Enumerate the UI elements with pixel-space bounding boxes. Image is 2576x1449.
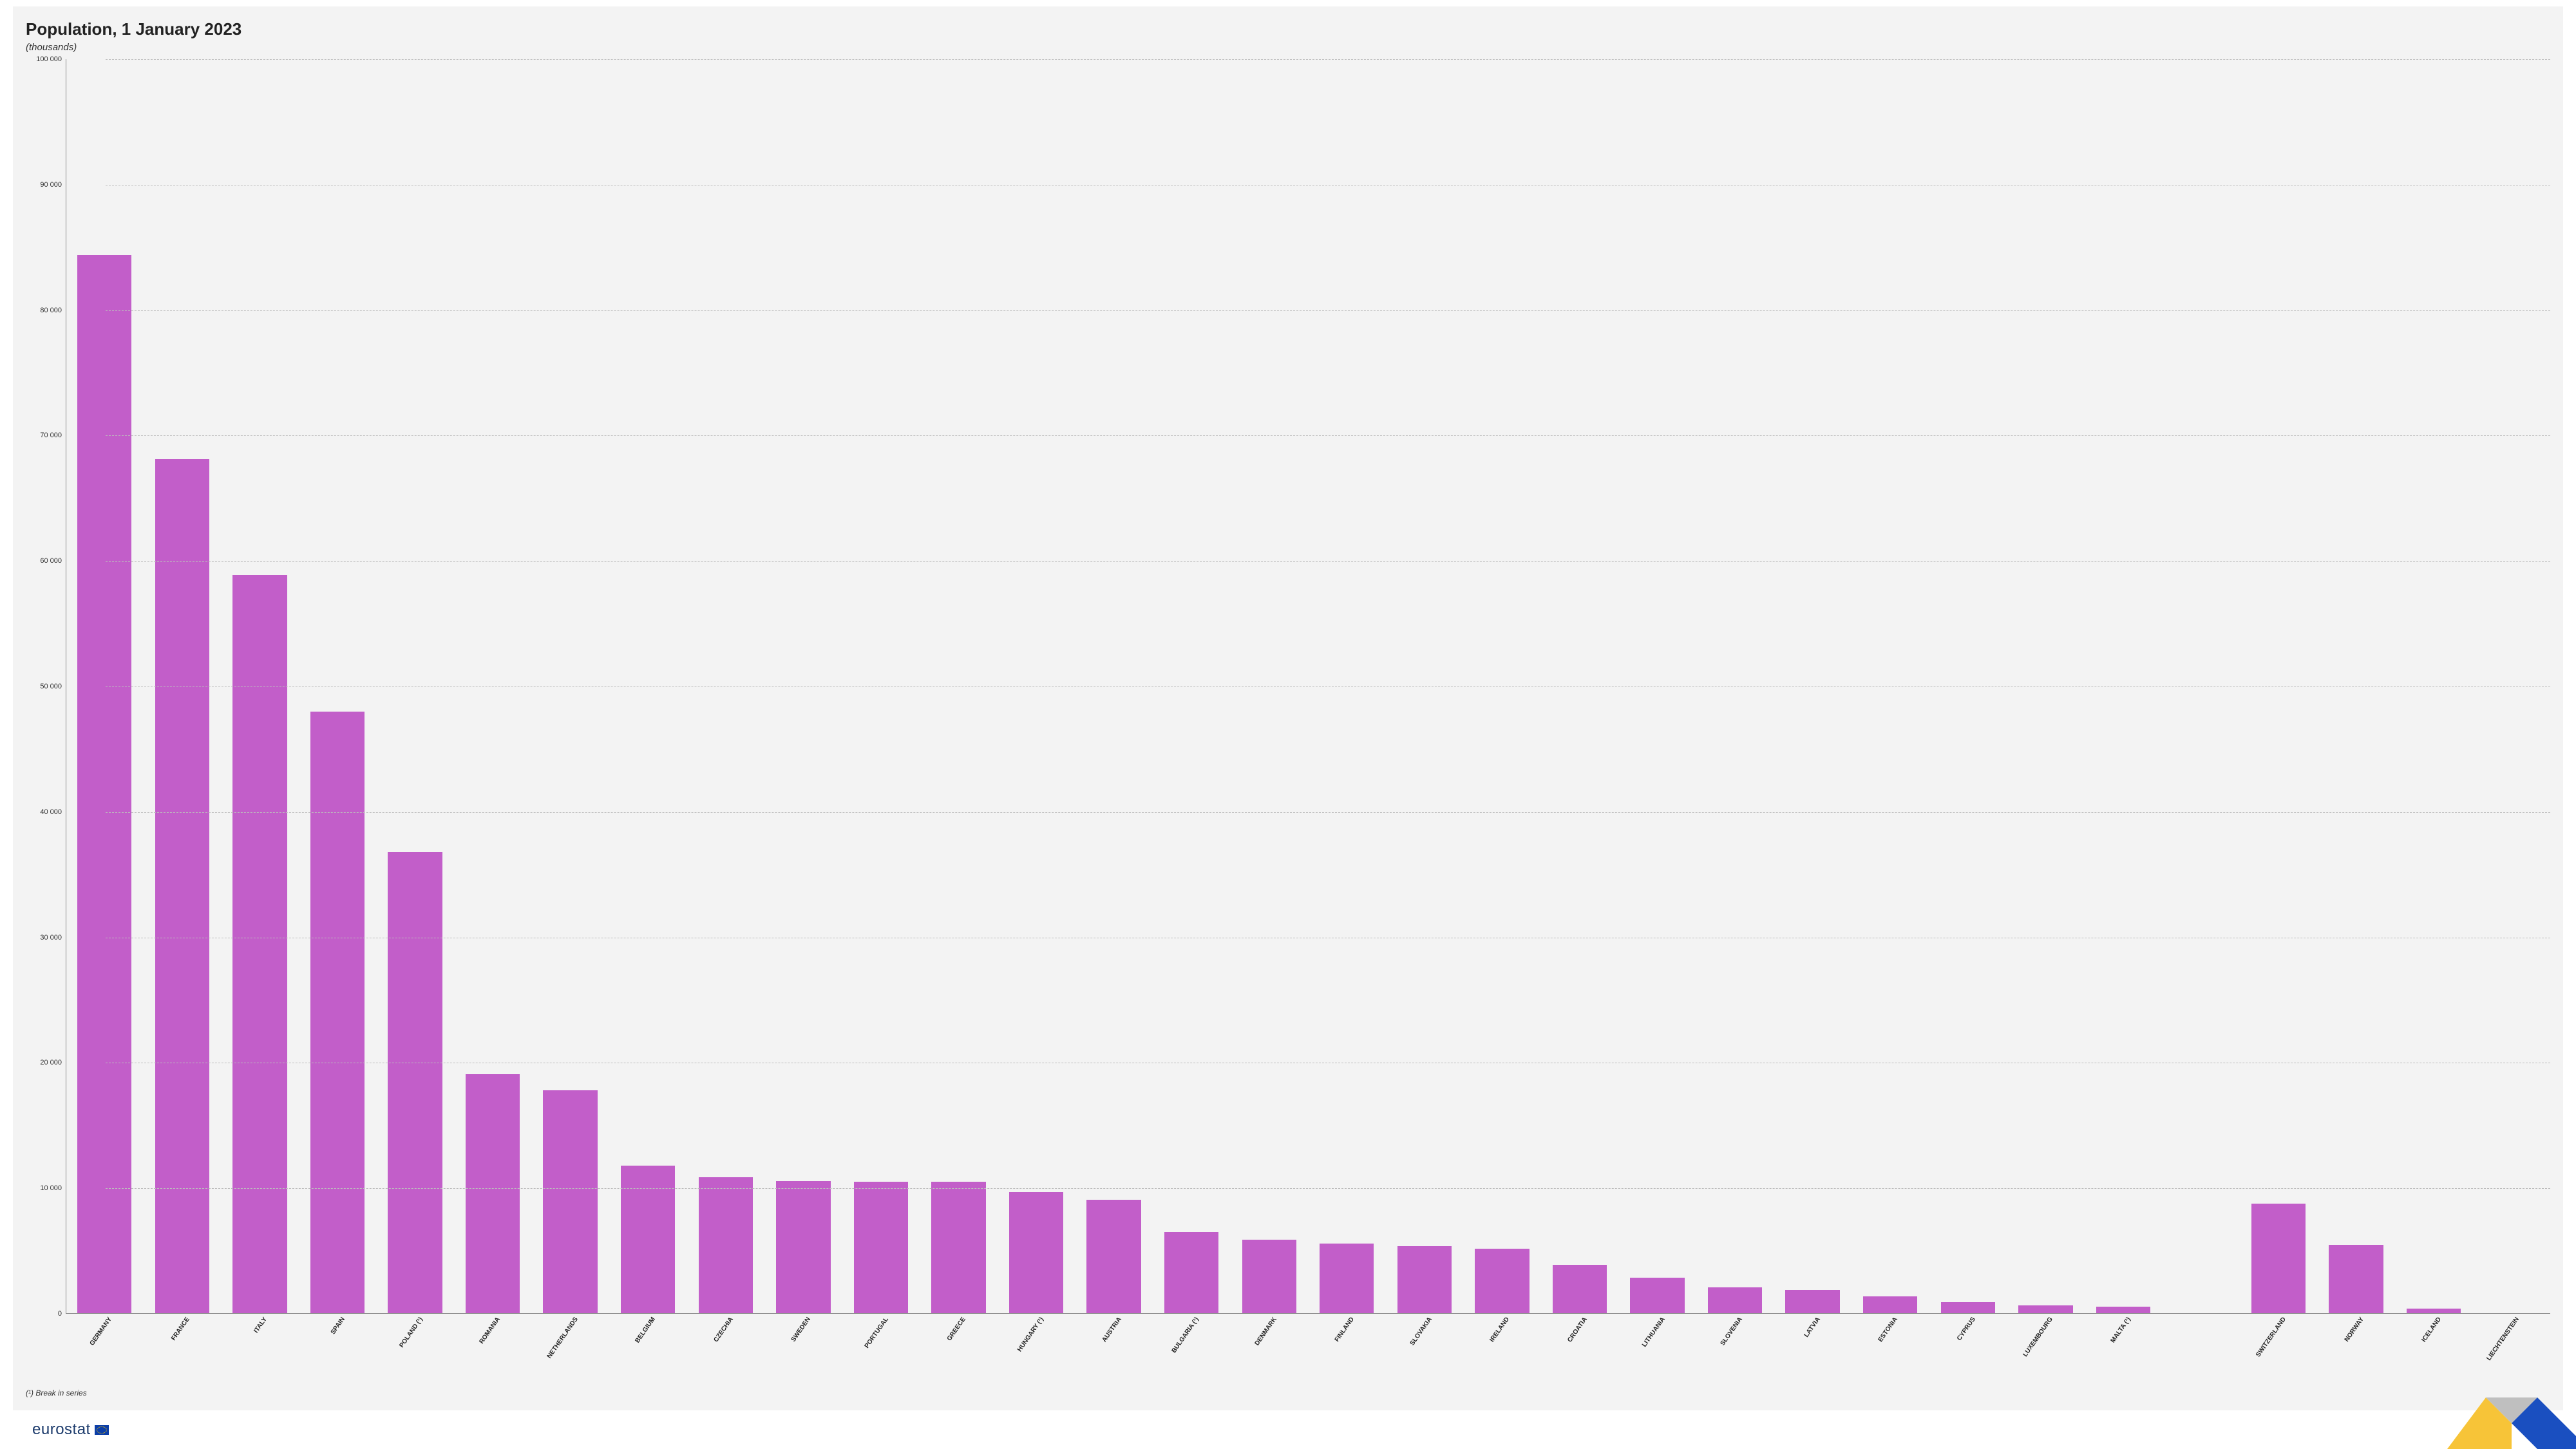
eurostat-logo-text: eurostat [32, 1421, 91, 1439]
y-tick-label: 70 000 [40, 431, 62, 439]
grid-line [106, 812, 2550, 813]
x-tick-label: SPAIN [327, 1314, 346, 1336]
bar [776, 1181, 830, 1314]
x-tick-label: IRELAND [1486, 1314, 1511, 1343]
eu-flag-icon [95, 1425, 109, 1435]
chart-title: Population, 1 January 2023 [26, 19, 2550, 39]
y-tick-label: 10 000 [40, 1184, 62, 1192]
x-tick-label: BULGARIA (¹) [1168, 1314, 1200, 1354]
y-tick-label: 30 000 [40, 934, 62, 942]
bar [1320, 1244, 1374, 1314]
bar [1009, 1192, 1063, 1314]
x-tick-label: SWEDEN [787, 1314, 812, 1343]
y-axis: 010 00020 00030 00040 00050 00060 00070 … [26, 59, 66, 1314]
bar [232, 575, 287, 1314]
y-tick-label: 0 [58, 1310, 62, 1318]
x-tick-label: GERMANY [86, 1314, 113, 1347]
bar [1553, 1265, 1607, 1314]
x-tick-label: FRANCE [167, 1314, 191, 1342]
x-tick-label: CYPRUS [1953, 1314, 1977, 1342]
x-tick-label: NETHERLANDS [542, 1314, 579, 1360]
grid-line [106, 435, 2550, 436]
x-tick-label: MALTA (¹) [2107, 1314, 2132, 1344]
x-axis-line [66, 1313, 2550, 1314]
x-tick-label: SLOVAKIA [1406, 1314, 1434, 1347]
bar [1397, 1246, 1452, 1314]
bar [543, 1090, 597, 1314]
bar [388, 852, 442, 1314]
x-tick-label: SWITZERLAND [2251, 1314, 2287, 1358]
x-tick-label: BELGIUM [631, 1314, 657, 1345]
x-tick-label: PORTUGAL [860, 1314, 890, 1350]
chart-area: Population, 1 January 2023 (thousands) 0… [13, 6, 2563, 1410]
y-tick-label: 50 000 [40, 683, 62, 690]
x-tick-label: LATVIA [1799, 1314, 1821, 1339]
bar [466, 1074, 520, 1314]
x-tick-label: FINLAND [1331, 1314, 1356, 1343]
bar [1941, 1302, 1995, 1314]
x-tick-label: GREECE [943, 1314, 967, 1342]
bar [1630, 1278, 1684, 1314]
footer: eurostat [13, 1410, 2576, 1449]
bar [2251, 1204, 2306, 1314]
bar [77, 255, 131, 1314]
chart-subtitle: (thousands) [26, 42, 2550, 53]
x-tick-label: NORWAY [2340, 1314, 2365, 1343]
y-tick-label: 90 000 [40, 181, 62, 189]
y-tick-label: 20 000 [40, 1059, 62, 1066]
bar [699, 1177, 753, 1314]
x-tick-label: HUNGARY (¹) [1013, 1314, 1045, 1353]
x-tick-label: CZECHIA [709, 1314, 734, 1343]
x-tick-label: ITALY [250, 1314, 269, 1334]
y-tick-label: 100 000 [36, 55, 62, 63]
x-tick-label: LIECHTENSTEIN [2482, 1314, 2520, 1362]
bar [1242, 1240, 1296, 1314]
bar [2329, 1245, 2383, 1314]
bar [1863, 1296, 1917, 1314]
x-tick-label: SLOVENIA [1716, 1314, 1744, 1347]
grid-line [106, 1188, 2550, 1189]
bar [155, 459, 209, 1314]
x-tick-label: ESTONIA [1874, 1314, 1899, 1343]
chart-footnote: (¹) Break in series [26, 1388, 2550, 1397]
grid-line [106, 310, 2550, 311]
x-tick-label: LUXEMBOURG [2019, 1314, 2054, 1358]
bar [854, 1182, 908, 1314]
x-tick-label: LITHUANIA [1638, 1314, 1667, 1349]
x-tick-label: DENMARK [1250, 1314, 1278, 1347]
y-tick-label: 80 000 [40, 307, 62, 314]
y-tick-label: 40 000 [40, 808, 62, 816]
x-tick-label: AUSTRIA [1097, 1314, 1122, 1343]
y-tick-label: 60 000 [40, 557, 62, 565]
x-tick-label: CROATIA [1563, 1314, 1589, 1343]
bar [310, 712, 365, 1314]
bar [1708, 1287, 1762, 1314]
bar [1475, 1249, 1529, 1314]
x-tick-label: ICELAND [2418, 1314, 2443, 1343]
plot-frame: 0 10 000 20 000 30 000 40 000 50 000 60 000 70 … [26, 59, 2550, 1385]
x-tick-label: POLAND (¹) [395, 1314, 424, 1349]
grid-line [106, 59, 2550, 60]
bar [1086, 1200, 1141, 1314]
bar [1164, 1232, 1218, 1314]
x-tick-label: ROMANIA [475, 1314, 502, 1345]
bar [931, 1182, 985, 1314]
bar [1785, 1290, 1839, 1314]
plot-region: GERMANYFRANCEITALYSPAINPOLAND (¹)ROMANIA… [66, 59, 2550, 1314]
grid-line [106, 561, 2550, 562]
